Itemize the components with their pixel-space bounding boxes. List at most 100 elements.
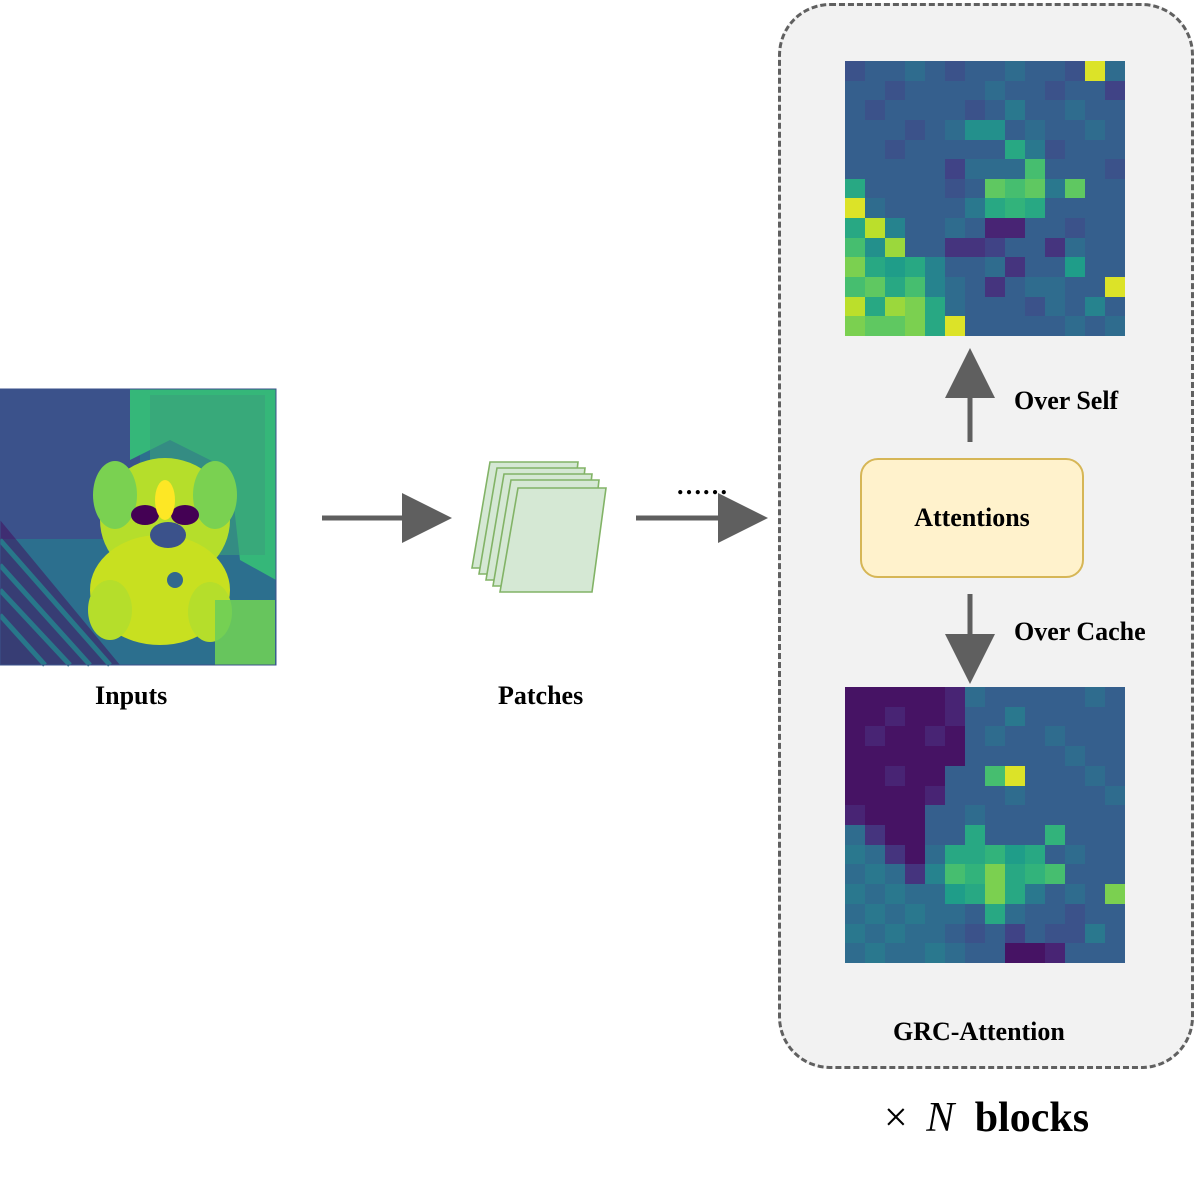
heatmap-cell	[845, 726, 865, 747]
heatmap-cell	[1085, 785, 1105, 806]
heatmap-cell	[945, 884, 965, 904]
heatmap-cell	[1025, 80, 1045, 101]
heatmap-cell	[865, 159, 885, 179]
heatmap-cell	[1025, 884, 1045, 904]
heatmap-cell	[1065, 844, 1085, 865]
heatmap-cell	[1005, 80, 1025, 101]
heatmap-cell	[945, 824, 965, 845]
heatmap-cell	[1065, 277, 1085, 297]
blocks-caption: × N blocks	[884, 1094, 1089, 1142]
heatmap-cell	[945, 765, 965, 786]
heatmap-cell	[905, 159, 925, 179]
heatmap-cell	[1025, 178, 1045, 199]
heatmap-cell	[1085, 159, 1105, 179]
heatmap-cell	[945, 864, 965, 885]
heatmap-cell	[1025, 316, 1045, 336]
heatmap-cell	[985, 237, 1005, 258]
heatmap-cell	[925, 824, 945, 845]
heatmap-cell	[1045, 80, 1065, 101]
heatmap-cell	[845, 706, 865, 727]
heatmap-cell	[865, 746, 885, 766]
heatmap-cell	[845, 943, 865, 963]
heatmap-cell	[945, 903, 965, 924]
heatmap-cell	[985, 687, 1005, 707]
heatmap-cell	[1105, 844, 1125, 865]
heatmap-cell	[1045, 903, 1065, 924]
heatmap-cell	[985, 746, 1005, 766]
heatmap-cell	[1065, 805, 1085, 825]
heatmap-cell	[965, 237, 985, 258]
heatmap-cell	[905, 726, 925, 747]
heatmap-cell	[945, 178, 965, 199]
heatmap-cell	[925, 726, 945, 747]
heatmap-cell	[965, 844, 985, 865]
heatmap-cell	[885, 844, 905, 865]
times-symbol: ×	[884, 1095, 908, 1141]
heatmap-cell	[1005, 884, 1025, 904]
heatmap-cell	[945, 119, 965, 140]
heatmap-cell	[885, 687, 905, 707]
heatmap-cell	[1085, 119, 1105, 140]
heatmap-cell	[1105, 61, 1125, 81]
heatmap-cell	[885, 706, 905, 727]
heatmap-cell	[1065, 903, 1085, 924]
heatmap-cell	[1025, 943, 1045, 963]
heatmap-cell	[865, 277, 885, 297]
heatmap-cell	[945, 296, 965, 317]
heatmap-cell	[965, 824, 985, 845]
heatmap-cell	[885, 805, 905, 825]
heatmap-cell	[985, 765, 1005, 786]
heatmap-cell	[925, 237, 945, 258]
heatmap-cell	[885, 884, 905, 904]
heatmap-cell	[1085, 237, 1105, 258]
heatmap-cell	[1105, 765, 1125, 786]
heatmap-cell	[1105, 923, 1125, 944]
heatmap-cell	[905, 178, 925, 199]
heatmap-cell	[985, 80, 1005, 101]
heatmap-cell	[1105, 218, 1125, 238]
heatmap-cell	[965, 943, 985, 963]
heatmap-cell	[1065, 257, 1085, 278]
heatmap-cell	[985, 119, 1005, 140]
heatmap-cell	[1085, 139, 1105, 160]
heatmap-cell	[1025, 903, 1045, 924]
heatmap-cell	[885, 277, 905, 297]
heatmap-cell	[1025, 824, 1045, 845]
heatmap-cell	[965, 100, 985, 120]
heatmap-cell	[1045, 923, 1065, 944]
heatmap-cell	[1025, 864, 1045, 885]
heatmap-cell	[1065, 159, 1085, 179]
heatmap-cell	[885, 159, 905, 179]
heatmap-cell	[1105, 687, 1125, 707]
grc-attention-label: GRC-Attention	[893, 1017, 1065, 1046]
heatmap-cell	[985, 923, 1005, 944]
heatmap-cell	[865, 218, 885, 238]
heatmap-cell	[1005, 159, 1025, 179]
heatmap-cell	[945, 726, 965, 747]
heatmap-cell	[965, 687, 985, 707]
heatmap-cell	[985, 61, 1005, 81]
heatmap-cell	[965, 159, 985, 179]
heatmap-cell	[1065, 61, 1085, 81]
heatmap-cell	[1105, 296, 1125, 317]
heatmap-cell	[945, 746, 965, 766]
heatmap-cell	[845, 277, 865, 297]
heatmap-cell	[845, 687, 865, 707]
heatmap-cell	[925, 218, 945, 238]
heatmap-cell	[885, 923, 905, 944]
inputs-label: Inputs	[95, 681, 168, 710]
heatmap-cell	[925, 296, 945, 317]
heatmap-cell	[1065, 119, 1085, 140]
heatmap-cell	[1025, 785, 1045, 806]
heatmap-cell	[865, 198, 885, 219]
heatmap-cell	[1085, 706, 1105, 727]
heatmap-cell	[1045, 159, 1065, 179]
heatmap-cell	[1065, 864, 1085, 885]
heatmap-cell	[1045, 844, 1065, 865]
heatmap-cell	[945, 218, 965, 238]
heatmap-cell	[905, 316, 925, 336]
heatmap-cell	[1065, 687, 1085, 707]
heatmap-cell	[985, 844, 1005, 865]
heatmap-cell	[905, 824, 925, 845]
heatmap-cell	[905, 844, 925, 865]
